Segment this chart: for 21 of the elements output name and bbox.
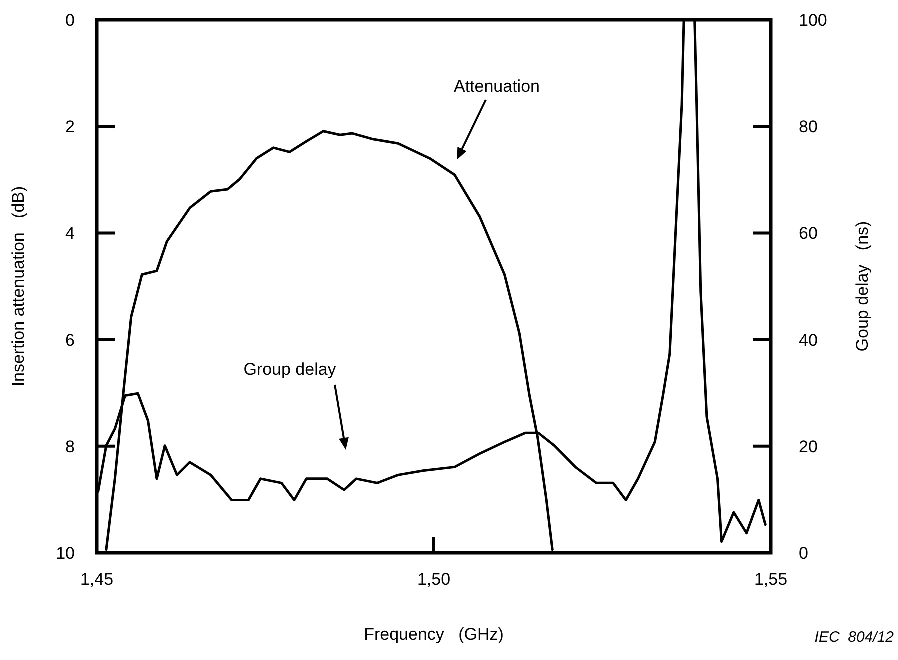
x-tick-label: 1,45 [80,570,114,589]
annotation: Attenuation [454,77,540,96]
x-tick-label: 1,50 [417,570,451,589]
x-axis-title: Frequency (GHz) [364,625,504,644]
y2-tick-label: 100 [799,10,828,30]
y2-tick-label: 20 [799,437,818,456]
y-tick-label: 2 [66,118,75,137]
y2-tick-label: 40 [799,330,818,350]
y2-tick-label: 60 [799,224,818,244]
y-tick-label: 10 [56,544,75,563]
y-tick-label: 6 [66,330,75,350]
y2-tick-label: 0 [799,544,808,563]
y-axis-title: Insertion attenuation (dB) [9,186,28,387]
y2-axis-title: Goup delay (ns) [853,221,872,352]
text: IEC 804/12 [814,629,895,646]
annotation: Group delay [244,360,337,379]
y-tick-label: 0 [66,10,75,30]
y-tick-label: 8 [66,437,75,456]
y-tick-label: 4 [66,224,75,244]
y2-tick-label: 80 [799,118,818,137]
x-tick-label: 1,55 [754,570,788,589]
